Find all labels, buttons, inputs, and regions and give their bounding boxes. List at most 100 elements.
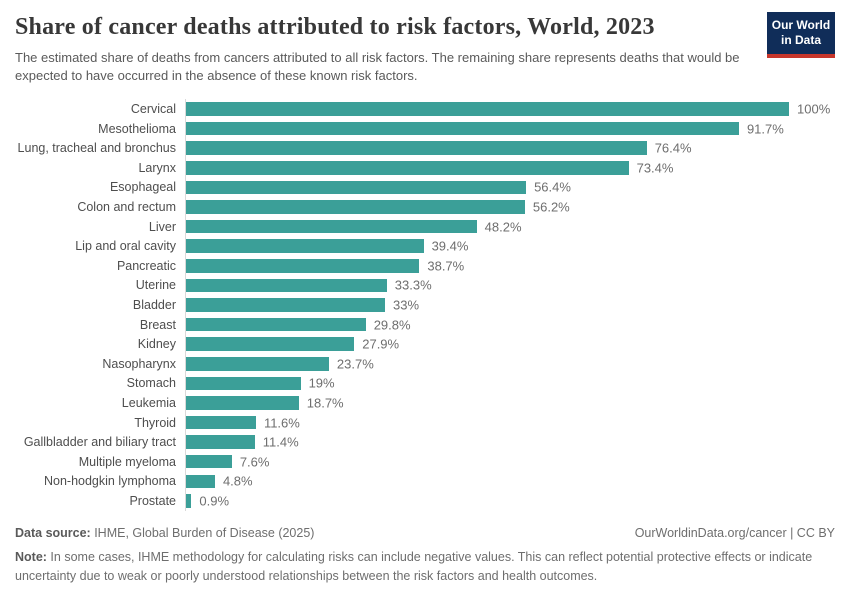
bar-track: 100% [185, 99, 830, 119]
bar-track: 56.4% [185, 177, 789, 198]
chart-subtitle: The estimated share of deaths from cance… [15, 49, 740, 84]
chart-row: Esophageal 56.4% [15, 177, 835, 198]
value-label: 0.9% [199, 493, 230, 509]
bar[interactable] [186, 415, 256, 430]
value-label: 91.7% [746, 121, 784, 137]
value-label: 73.4% [636, 160, 674, 176]
bar[interactable] [186, 357, 329, 371]
category-label: Esophageal [109, 180, 176, 195]
chart-note: Note: In some cases, IHME methodology fo… [15, 548, 835, 586]
category-label: Pancreatic [116, 258, 176, 273]
bar-track: 19% [185, 373, 789, 394]
value-label: 76.4% [654, 140, 692, 156]
bar[interactable] [186, 494, 192, 508]
bar[interactable] [186, 200, 525, 214]
bar-track: 38.7% [185, 256, 789, 276]
bar[interactable] [186, 435, 255, 449]
value-label: 23.7% [336, 356, 374, 372]
bar-track: 73.4% [185, 158, 789, 178]
bar[interactable] [186, 474, 215, 489]
value-label: 38.7% [427, 258, 465, 274]
data-source-label: Data source: [15, 525, 91, 540]
owid-logo-stripe [767, 54, 835, 58]
bar-track: 18.7% [185, 393, 789, 413]
category-label: Nasopharynx [102, 356, 176, 371]
value-label: 100% [797, 101, 831, 117]
note-text: In some cases, IHME methodology for calc… [15, 549, 813, 583]
bar[interactable] [186, 337, 355, 351]
bar[interactable] [186, 121, 739, 136]
chart-row: Thyroid 11.6% [15, 412, 835, 433]
value-label: 56.4% [534, 179, 571, 195]
category-label: Leukemia [121, 395, 176, 410]
value-label: 4.8% [222, 473, 253, 489]
bar[interactable] [186, 141, 647, 155]
bar[interactable] [186, 239, 424, 253]
value-label: 11.6% [263, 415, 300, 431]
bar[interactable] [186, 317, 366, 332]
bar[interactable] [186, 161, 629, 175]
value-label: 18.7% [306, 395, 344, 411]
chart-row: Kidney 27.9% [15, 334, 835, 354]
bar-track: 29.8% [185, 314, 789, 335]
category-label: Stomach [126, 376, 176, 391]
value-label: 27.9% [362, 336, 400, 352]
owid-logo-line2: in Data [780, 33, 821, 47]
chart-title: Share of cancer deaths attributed to ris… [15, 14, 655, 40]
chart-row: Larynx 73.4% [15, 158, 835, 178]
chart-row: Uterine 33.3% [15, 275, 835, 296]
chart-row: Pancreatic 38.7% [15, 256, 835, 276]
bar[interactable] [186, 454, 232, 469]
chart-row: Non-hodgkin lymphoma 4.8% [15, 471, 835, 492]
bar-track: 56.2% [185, 197, 789, 217]
chart-row: Prostate 0.9% [15, 491, 835, 511]
owid-logo: Our World in Data [767, 12, 835, 58]
category-label: Colon and rectum [77, 200, 176, 215]
bar-track: 76.4% [185, 138, 789, 159]
bar[interactable] [186, 180, 527, 195]
value-label: 7.6% [239, 454, 270, 470]
data-source-text: IHME, Global Burden of Disease (2025) [90, 525, 315, 540]
value-label: 19% [308, 375, 335, 391]
bar[interactable] [186, 376, 301, 391]
category-label: Multiple myeloma [78, 454, 176, 469]
chart-row: Mesothelioma 91.7% [15, 118, 835, 139]
chart-row: Nasopharynx 23.7% [15, 354, 835, 374]
category-label: Kidney [137, 337, 176, 352]
bar[interactable] [186, 278, 387, 293]
category-label: Lip and oral cavity [75, 239, 176, 254]
value-label: 48.2% [484, 219, 522, 235]
bar-chart: Cervical 100% Mesothelioma 91.7% Lung, trach… [15, 99, 835, 511]
bar-track: 0.9% [185, 491, 789, 511]
chart-row: Colon and rectum 56.2% [15, 197, 835, 217]
data-source: Data source: IHME, Global Burden of Dise… [15, 526, 314, 540]
category-label: Mesothelioma [98, 121, 176, 136]
category-label: Lung, tracheal and bronchus [17, 141, 176, 156]
bar[interactable] [186, 102, 789, 116]
bar-track: 33% [185, 295, 789, 315]
chart-row: Leukemia 18.7% [15, 393, 835, 413]
chart-row: Stomach 19% [15, 373, 835, 394]
category-label: Thyroid [134, 415, 176, 430]
chart-row: Liver 48.2% [15, 216, 835, 237]
value-label: 11.4% [262, 434, 299, 450]
bar-track: 33.3% [185, 275, 789, 296]
category-label: Gallbladder and biliary tract [23, 435, 176, 450]
category-label: Breast [139, 317, 176, 332]
chart-row: Gallbladder and biliary tract 11.4% [15, 432, 835, 452]
bar-track: 7.6% [185, 451, 789, 472]
bar-track: 4.8% [185, 471, 789, 492]
value-label: 33% [392, 297, 420, 313]
bar[interactable] [186, 298, 385, 312]
bar[interactable] [186, 259, 420, 273]
chart-row: Cervical 100% [15, 99, 835, 119]
bar[interactable] [186, 396, 299, 410]
category-label: Prostate [129, 493, 176, 508]
bar-track: 91.7% [185, 118, 789, 139]
category-label: Uterine [135, 278, 176, 293]
bar[interactable] [186, 219, 477, 234]
category-label: Liver [148, 219, 176, 234]
attribution-link[interactable]: OurWorldinData.org/cancer | CC BY [634, 525, 835, 540]
bar-track: 39.4% [185, 236, 789, 257]
